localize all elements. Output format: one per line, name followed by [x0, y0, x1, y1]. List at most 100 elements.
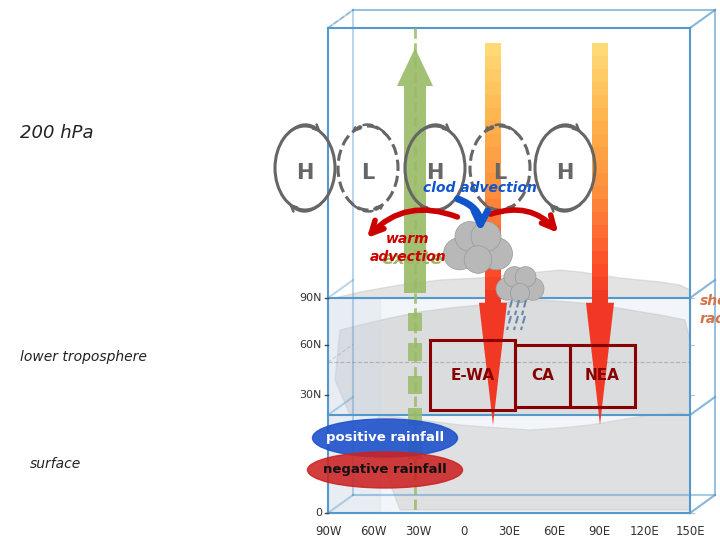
Bar — [430, 340, 515, 410]
Polygon shape — [479, 302, 507, 425]
Polygon shape — [335, 270, 690, 298]
Bar — [404, 86, 426, 293]
Text: 30W: 30W — [405, 525, 432, 538]
Bar — [485, 212, 501, 225]
Bar — [592, 225, 608, 238]
Bar — [592, 290, 608, 303]
Text: negative rainfall: negative rainfall — [323, 463, 447, 477]
Bar — [592, 121, 608, 135]
Polygon shape — [328, 298, 380, 513]
Bar — [485, 277, 501, 290]
Text: H: H — [297, 163, 314, 183]
Text: clod advection: clod advection — [423, 181, 537, 195]
Bar — [592, 251, 608, 264]
Circle shape — [516, 267, 536, 287]
Text: 60W: 60W — [360, 525, 387, 538]
Text: H: H — [426, 163, 444, 183]
Text: NEA: NEA — [585, 368, 620, 384]
Bar — [592, 134, 608, 147]
Bar — [592, 69, 608, 82]
Bar — [592, 160, 608, 173]
Bar — [485, 290, 501, 303]
Bar — [592, 186, 608, 199]
Circle shape — [471, 222, 501, 251]
Text: warm
advection: warm advection — [369, 232, 446, 264]
Text: 0: 0 — [460, 525, 467, 538]
Bar — [485, 173, 501, 186]
Bar — [485, 186, 501, 199]
Bar — [485, 147, 501, 160]
Text: H: H — [557, 163, 574, 183]
Text: 30E: 30E — [498, 525, 520, 538]
Bar — [485, 264, 501, 277]
Bar — [485, 56, 501, 70]
Bar — [485, 121, 501, 135]
Ellipse shape — [312, 419, 457, 457]
Bar — [408, 343, 422, 361]
Text: 90E: 90E — [588, 525, 611, 538]
Polygon shape — [397, 48, 433, 86]
Polygon shape — [586, 302, 614, 425]
Bar — [592, 212, 608, 225]
Polygon shape — [370, 413, 690, 510]
Text: 200 hPa: 200 hPa — [20, 124, 94, 142]
Bar — [485, 69, 501, 82]
Circle shape — [521, 278, 544, 300]
Bar — [592, 82, 608, 96]
Text: 60N: 60N — [300, 340, 322, 350]
Bar — [592, 56, 608, 70]
Bar — [485, 108, 501, 121]
Bar — [592, 277, 608, 290]
Bar — [515, 345, 570, 407]
Bar — [408, 408, 422, 426]
Bar — [485, 160, 501, 173]
Bar — [592, 43, 608, 57]
Bar — [408, 313, 422, 331]
Circle shape — [496, 278, 518, 300]
Text: 0: 0 — [315, 508, 322, 518]
Bar — [485, 82, 501, 96]
Text: excite: excite — [382, 250, 443, 268]
Text: 120E: 120E — [630, 525, 660, 538]
Bar — [408, 441, 422, 459]
Bar — [485, 251, 501, 264]
Bar — [592, 173, 608, 186]
Circle shape — [510, 283, 530, 302]
Bar — [485, 225, 501, 238]
Text: L: L — [493, 163, 507, 183]
Text: E-WA: E-WA — [451, 367, 495, 383]
Circle shape — [480, 238, 513, 270]
Bar — [592, 199, 608, 212]
Text: 150E: 150E — [675, 525, 705, 538]
Circle shape — [504, 267, 525, 287]
Text: lower troposphere: lower troposphere — [20, 350, 147, 363]
Bar — [592, 108, 608, 121]
Bar — [485, 43, 501, 57]
Circle shape — [444, 238, 476, 270]
Ellipse shape — [307, 452, 462, 488]
Text: 30N: 30N — [300, 390, 322, 400]
Bar — [592, 238, 608, 251]
Bar — [485, 199, 501, 212]
Bar — [592, 264, 608, 277]
Polygon shape — [328, 298, 690, 513]
Bar — [570, 345, 635, 407]
Text: CA: CA — [531, 368, 554, 384]
Circle shape — [504, 269, 536, 301]
Text: short-wave
radiation: short-wave radiation — [700, 294, 720, 326]
Circle shape — [464, 246, 492, 273]
Text: 90W: 90W — [315, 525, 341, 538]
Text: positive rainfall: positive rainfall — [326, 432, 444, 445]
Text: surface: surface — [30, 457, 81, 471]
Text: 90N: 90N — [300, 293, 322, 303]
Bar — [408, 376, 422, 394]
Circle shape — [455, 225, 501, 271]
Circle shape — [455, 222, 485, 251]
Bar — [485, 95, 501, 109]
Text: 60E: 60E — [543, 525, 565, 538]
Bar — [592, 95, 608, 109]
Bar — [485, 134, 501, 147]
Polygon shape — [335, 300, 690, 415]
Bar — [592, 147, 608, 160]
Text: L: L — [361, 163, 374, 183]
